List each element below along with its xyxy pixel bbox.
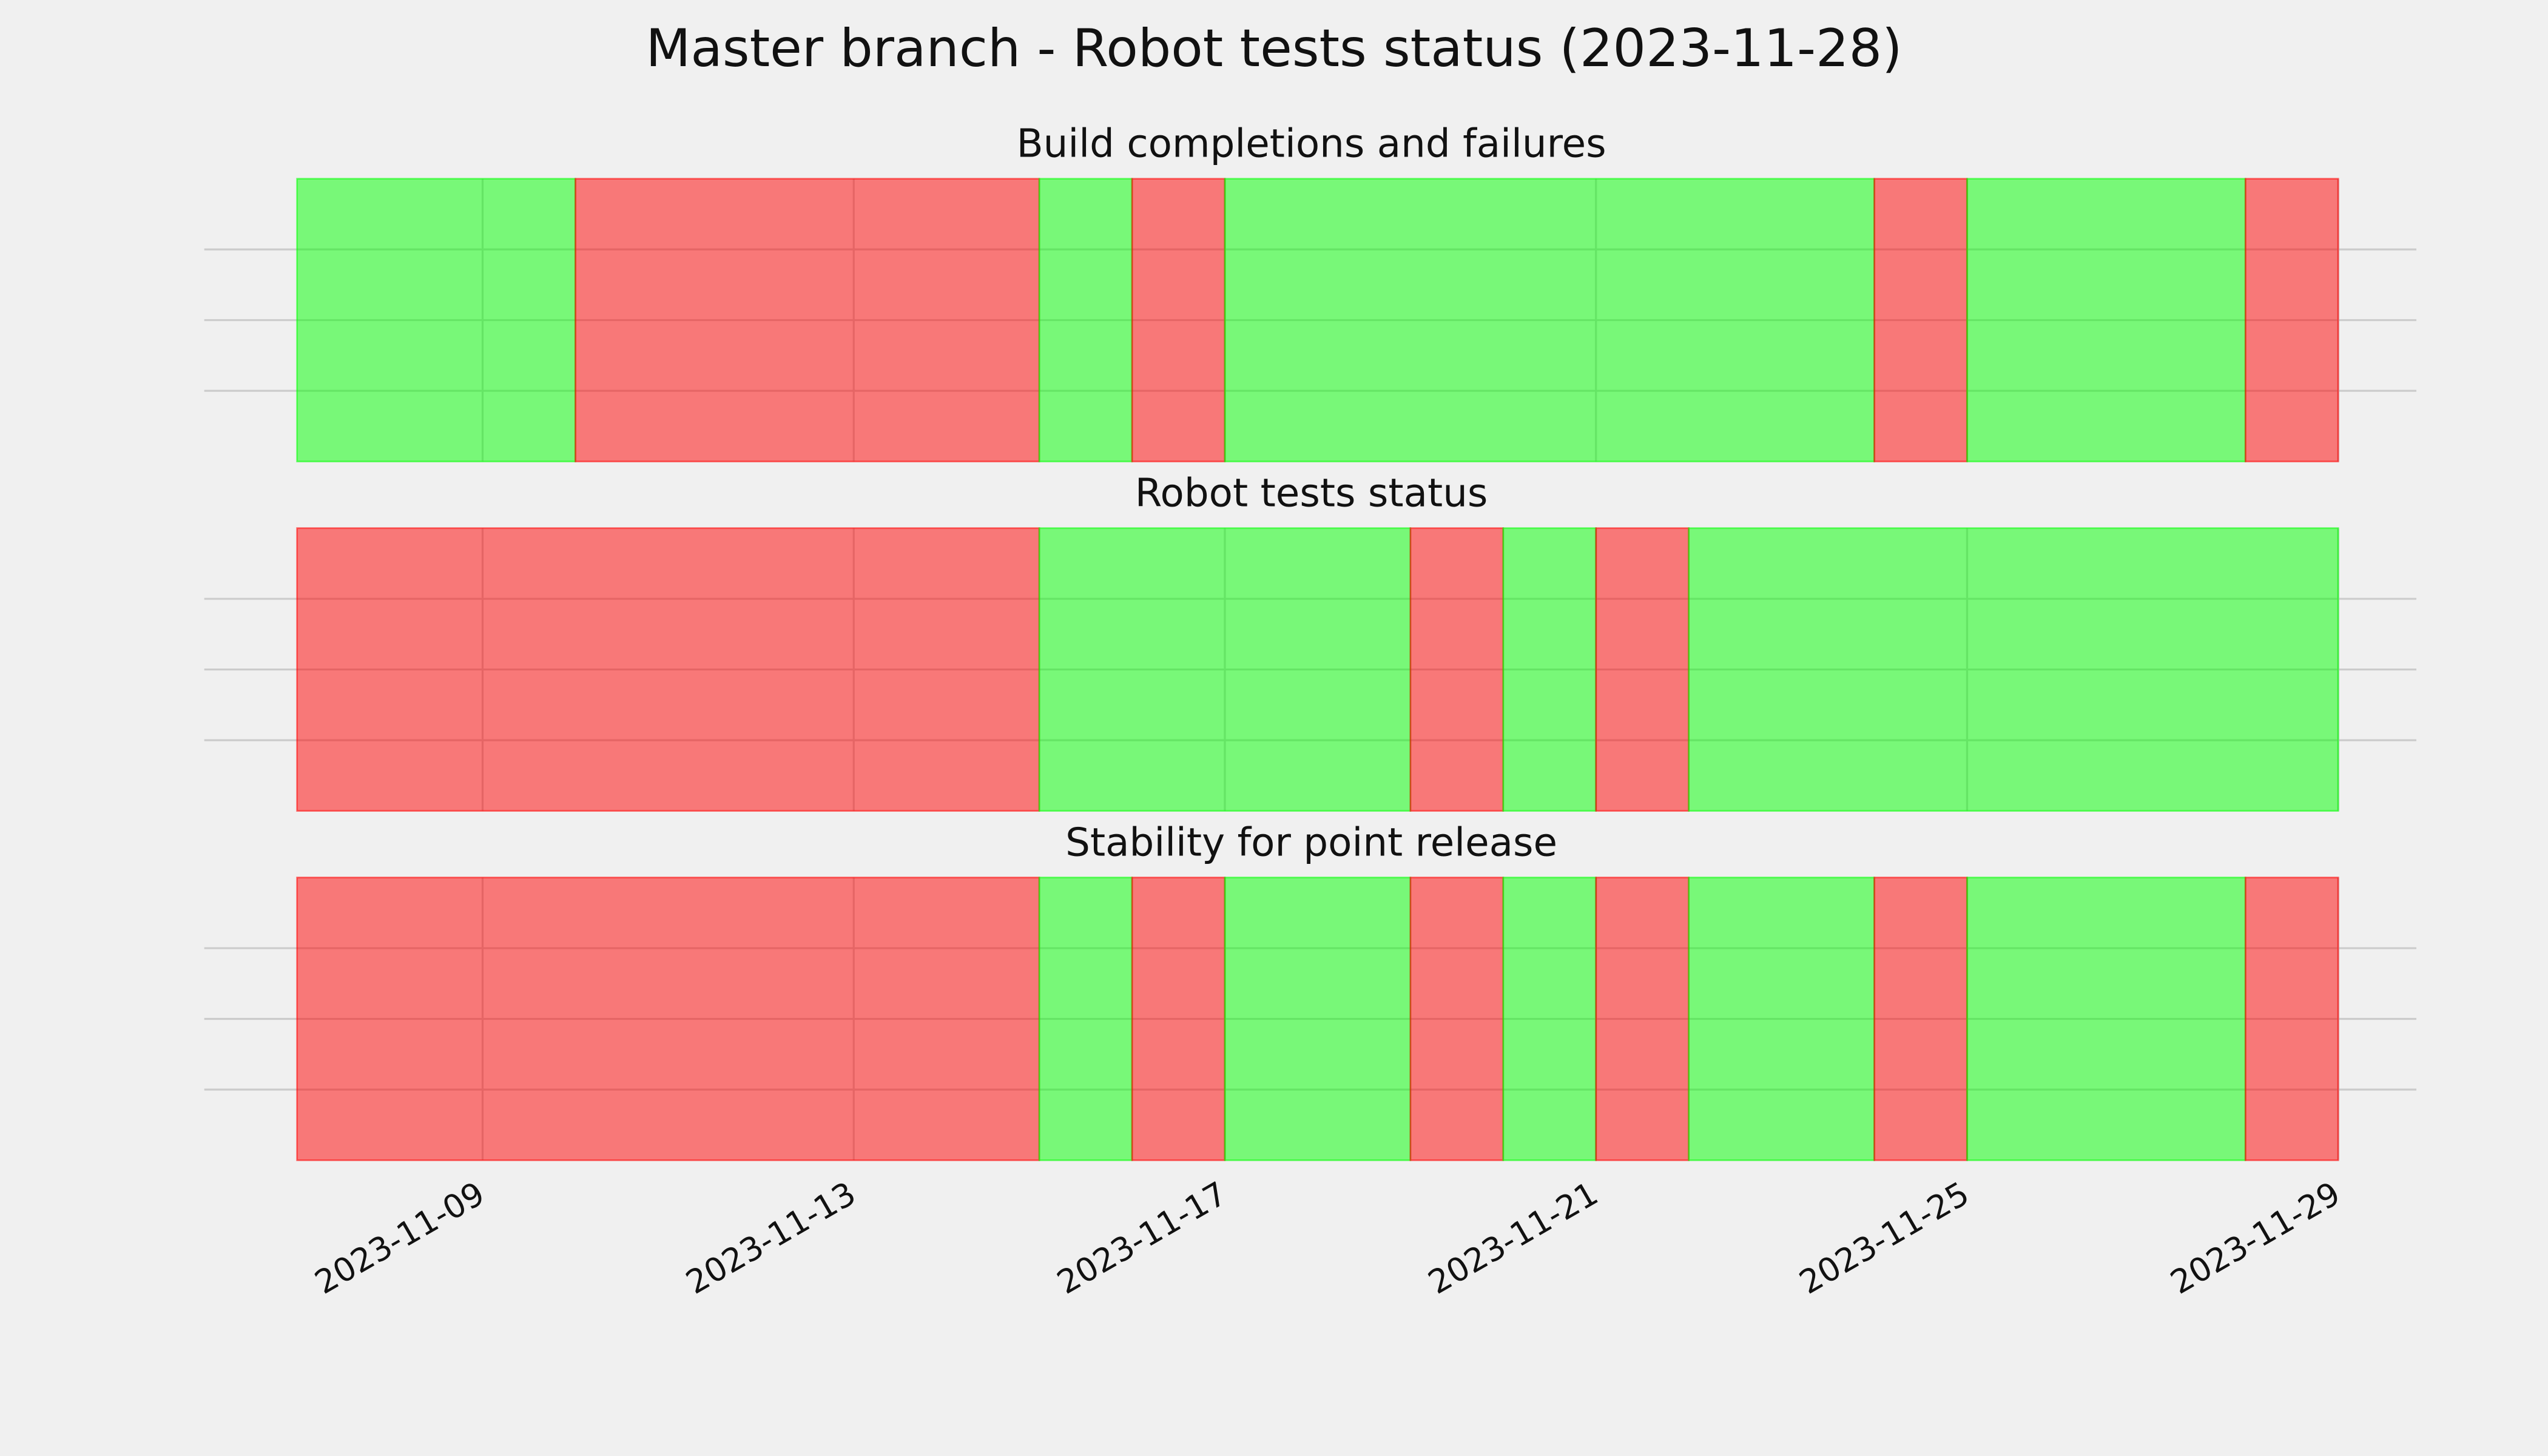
panel-title: Build completions and failures <box>1017 121 1606 167</box>
status-span <box>1595 527 1690 812</box>
status-span <box>1688 527 2339 812</box>
status-span <box>2244 877 2339 1161</box>
status-span <box>1966 877 2246 1161</box>
panel-title: Robot tests status <box>1135 471 1488 516</box>
status-span <box>296 178 576 463</box>
status-span <box>1409 527 1505 812</box>
status-span <box>1224 178 1875 463</box>
status-span <box>296 527 1040 812</box>
status-span <box>1966 178 2246 463</box>
x-tick-label: 2023-11-29 <box>2164 1174 2347 1301</box>
status-span <box>1038 527 1412 812</box>
status-span <box>575 178 1040 463</box>
status-span <box>1873 178 1968 463</box>
status-span <box>1131 178 1226 463</box>
status-span <box>1688 877 1875 1161</box>
status-span <box>1131 877 1226 1161</box>
status-span <box>1038 178 1133 463</box>
status-span <box>1595 877 1690 1161</box>
status-span <box>1873 877 1968 1161</box>
status-span <box>1409 877 1505 1161</box>
x-tick-label: 2023-11-17 <box>1051 1174 1233 1301</box>
status-span <box>296 877 1040 1161</box>
x-tick-label: 2023-11-21 <box>1421 1174 1604 1301</box>
status-span <box>1502 877 1597 1161</box>
x-tick-label: 2023-11-25 <box>1793 1174 1975 1301</box>
status-span <box>1502 527 1597 812</box>
x-tick-label: 2023-11-09 <box>308 1174 491 1301</box>
status-span <box>1038 877 1133 1161</box>
status-span <box>2244 178 2339 463</box>
panel-title: Stability for point release <box>1065 820 1557 865</box>
chart-title: Master branch - Robot tests status (2023… <box>645 18 1902 79</box>
x-tick-label: 2023-11-13 <box>679 1174 862 1301</box>
status-span <box>1224 877 1412 1161</box>
